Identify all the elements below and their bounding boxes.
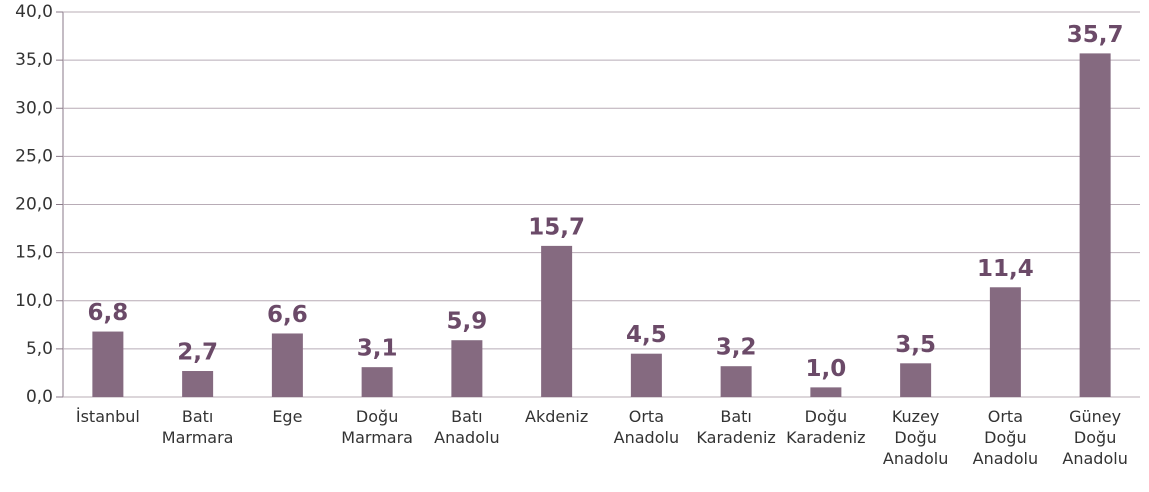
y-tick-label: 20,0 (15, 195, 53, 215)
x-tick-label-line: Doğu (894, 428, 936, 447)
x-tick-label: Doğu Marmara (341, 407, 413, 447)
x-tick-label-line: Akdeniz (525, 407, 588, 426)
x-tick-label-line: Ege (272, 407, 302, 426)
bar (92, 331, 124, 397)
x-tick-label-line: Doğu (356, 407, 398, 426)
y-tick-label: 35,0 (15, 50, 53, 70)
x-tick-label: İstanbul (76, 407, 140, 426)
y-tick-label: 10,0 (15, 291, 53, 311)
value-label: 15,7 (528, 214, 585, 240)
x-tick-label-line: Anadolu (883, 449, 948, 468)
value-label: 3,1 (357, 336, 398, 362)
x-tick-label-line: Marmara (341, 428, 413, 447)
x-tick-label: Batı Karadeniz (696, 407, 775, 447)
y-tick-label: 40,0 (15, 2, 53, 22)
bar (361, 367, 393, 397)
x-tick-label-line: Marmara (162, 428, 234, 447)
x-tick-label-line: Anadolu (973, 449, 1038, 468)
x-tick-label: Orta Doğu Anadolu (973, 407, 1038, 468)
bar (989, 287, 1021, 397)
x-tick-label-line: Doğu (805, 407, 847, 426)
x-tick-label-line: Anadolu (614, 428, 679, 447)
x-tick-label-line: Orta (629, 407, 664, 426)
y-tick-label: 0,0 (26, 387, 53, 407)
value-label: 4,5 (626, 322, 667, 348)
x-tick-label-line: Anadolu (434, 428, 499, 447)
x-tick-label: Orta Anadolu (614, 407, 679, 447)
x-tick-label-line: Doğu (1074, 428, 1116, 447)
x-tick-label-line: Kuzey (892, 407, 940, 426)
y-tick-label: 5,0 (26, 339, 53, 359)
x-tick-label-line: Batı (720, 407, 752, 426)
bar (541, 245, 573, 397)
x-tick-label-line: Karadeniz (786, 428, 865, 447)
bar (271, 333, 303, 397)
value-label: 5,9 (447, 309, 488, 335)
x-tick-label: Ege (272, 407, 302, 426)
value-label: 6,8 (88, 300, 129, 326)
value-label: 3,2 (716, 335, 757, 361)
x-tick-label-line: Anadolu (1062, 449, 1127, 468)
y-tick-label: 25,0 (15, 146, 53, 166)
x-tick-label: Batı Marmara (162, 407, 234, 447)
value-label: 6,6 (267, 302, 308, 328)
bar (1079, 53, 1111, 397)
x-tick-label: Güney Doğu Anadolu (1062, 407, 1127, 468)
bar (182, 371, 214, 397)
bar (720, 366, 752, 397)
y-tick-label: 30,0 (15, 98, 53, 118)
value-label: 1,0 (806, 356, 847, 382)
value-label: 11,4 (977, 256, 1034, 282)
bar (630, 353, 662, 397)
x-tick-label-line: Batı (182, 407, 214, 426)
x-tick-label: Akdeniz (525, 407, 588, 426)
x-tick-label-line: İstanbul (76, 407, 140, 426)
x-tick-label-line: Batı (451, 407, 483, 426)
bar (900, 363, 932, 397)
y-tick-label: 15,0 (15, 243, 53, 263)
value-label: 35,7 (1067, 22, 1124, 48)
x-tick-label: Batı Anadolu (434, 407, 499, 447)
bar (451, 340, 483, 397)
value-label: 3,5 (895, 332, 936, 358)
bar (810, 387, 842, 397)
x-tick-label-line: Güney (1069, 407, 1121, 426)
x-tick-label: Kuzey Doğu Anadolu (883, 407, 948, 468)
x-tick-label-line: Orta (988, 407, 1023, 426)
x-tick-label: Doğu Karadeniz (786, 407, 865, 447)
x-tick-label-line: Karadeniz (696, 428, 775, 447)
value-label: 2,7 (177, 340, 218, 366)
x-tick-label-line: Doğu (984, 428, 1026, 447)
